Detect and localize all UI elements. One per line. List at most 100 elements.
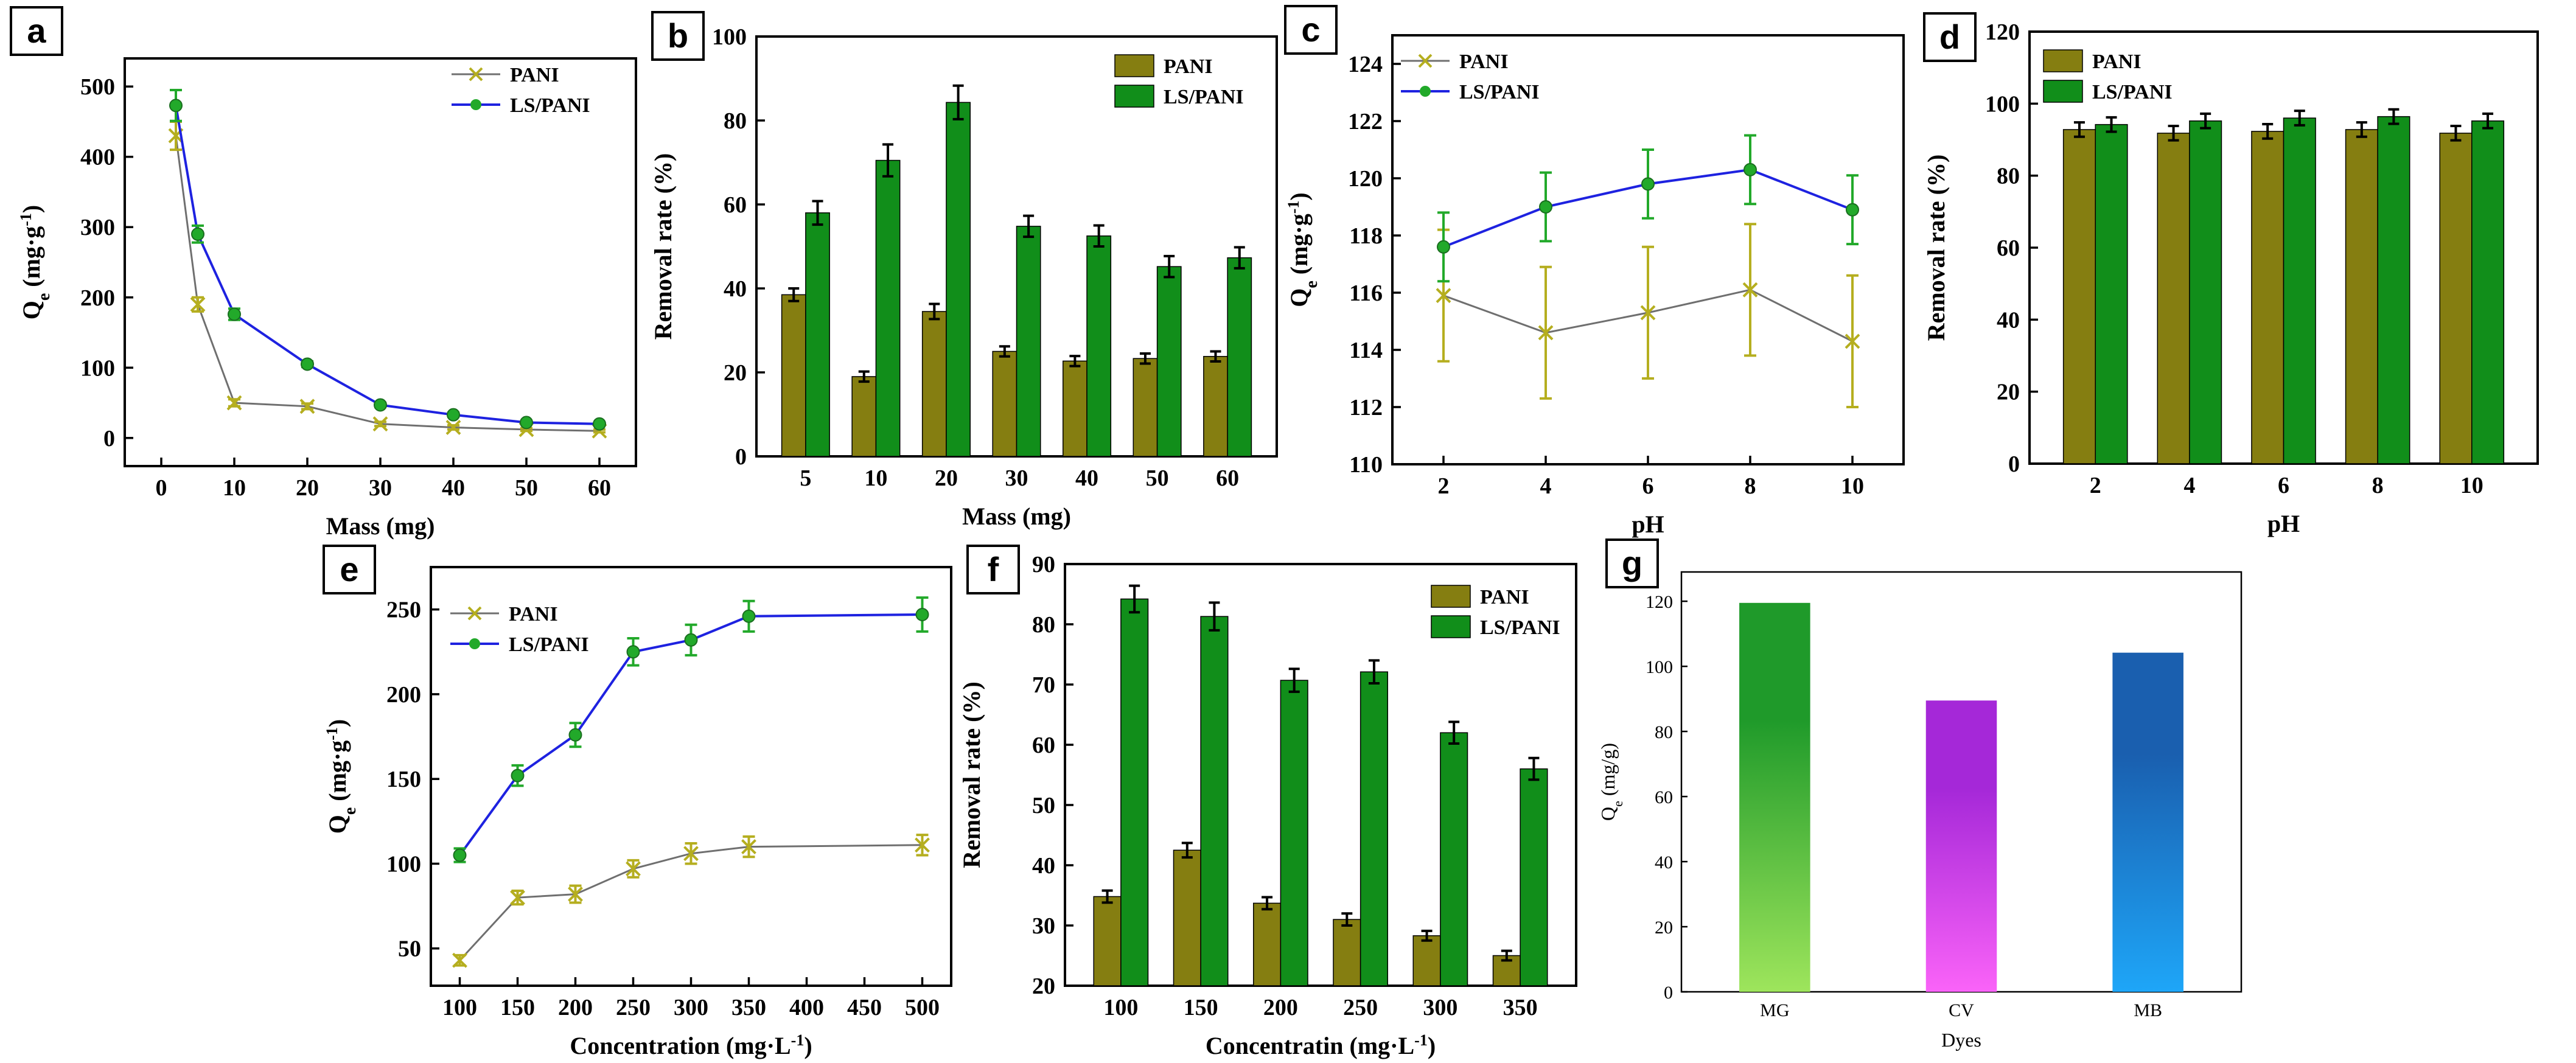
panel-c-pani-point [1845, 333, 1860, 349]
panel-a-legend-label: PANI [510, 64, 559, 86]
panel-g-y-tick-label: 100 [1646, 657, 1673, 677]
panel-e-legend-marker [467, 606, 482, 621]
panel-d-bar-pani [2439, 133, 2473, 464]
panel-f-bar-lspani [1200, 616, 1229, 986]
panel-e-x-tick-label: 350 [731, 995, 766, 1020]
panel-b-bar-lspani [1016, 226, 1041, 457]
panel-c-legend-marker [1420, 86, 1431, 97]
panel-c-y-tick-label: 116 [1349, 281, 1383, 306]
panel-f-bar-pani [1173, 849, 1201, 986]
panel-c-y-tick-label: 120 [1348, 166, 1383, 192]
panel-c-legend-marker [1418, 54, 1433, 68]
panel-b-x-tick-label: 60 [1216, 465, 1239, 491]
panel-e-legend-label: LS/PANI [509, 633, 589, 656]
panel-b-bar-lspani [1086, 235, 1112, 457]
panel-f-x-tick-label: 100 [1103, 995, 1138, 1020]
panel-d-y-tick-label: 60 [1997, 235, 2020, 261]
panel-a-x-tick-label: 50 [515, 475, 538, 501]
panel-c-x-axis-title: pH [1632, 511, 1664, 538]
panel-a-y-tick-label: 100 [80, 355, 115, 381]
panel-a-y-tick-label: 0 [103, 426, 115, 451]
panel-d-x-tick-label: 4 [2183, 473, 2195, 498]
panel-f-bar-pani [1333, 919, 1361, 986]
panel-b-x-tick-label: 30 [1005, 465, 1028, 491]
panel-e-lspani-point [915, 607, 929, 621]
panel-b-x-tick-label: 40 [1075, 465, 1098, 491]
panel-b-y-tick-label: 60 [724, 192, 747, 218]
panel-c-pani-point [1742, 282, 1758, 298]
panel-e-pani-point [683, 846, 699, 862]
panel-c-x-tick-label: 4 [1540, 473, 1552, 499]
panel-g-bar-cv [1925, 700, 1997, 992]
panel-d-y-tick-label: 40 [1997, 307, 2020, 333]
panel-d-legend-swatch [2043, 80, 2083, 103]
panel-d-x-tick-label: 2 [2090, 473, 2101, 498]
panel-f-y-tick-label: 80 [1032, 612, 1055, 638]
panel-e-legend-marker [469, 638, 480, 649]
panel-b-bar-lspani [875, 159, 901, 457]
panel-e-pani-point [915, 837, 930, 853]
panel-g-y-tick-label: 20 [1655, 918, 1673, 938]
panel-f-label-box [966, 545, 1020, 594]
panel-b-y-tick-label: 100 [712, 24, 747, 50]
panel-g-bar-mg [1739, 602, 1810, 992]
panel-b-bar-pani [1203, 356, 1228, 457]
panel-d-y-tick-label: 120 [1985, 19, 2020, 45]
panel-b-bar-pani [1133, 358, 1158, 457]
panel-g-label: g [1622, 544, 1642, 582]
panel-c-y-tick-label: 112 [1349, 395, 1383, 420]
panel-f-bar-pani [1253, 902, 1282, 986]
panel-g-y-tick-label: 40 [1655, 852, 1673, 873]
panel-f-bar-lspani [1440, 732, 1468, 986]
panel-c: c 2 4 6 8 10 110 112 114 116 118 120 122 124 PANI LS/P… [1284, 5, 1905, 538]
panel-d-bar-pani [2251, 131, 2285, 464]
panel-b-x-tick-label: 5 [800, 465, 811, 491]
panel-f-x-tick-label: 250 [1343, 995, 1378, 1020]
panel-a-lspani-point [447, 408, 460, 422]
panel-c-pani-point [1640, 305, 1656, 321]
panel-b-bar-pani [851, 376, 877, 457]
panel-f-bar-lspani [1360, 671, 1388, 986]
panel-c-lspani-point [1437, 240, 1450, 254]
panel-a-pani-point [372, 416, 388, 432]
panel-d-bar-lspani [2095, 124, 2128, 464]
panel-b-legend-swatch [1114, 54, 1154, 77]
panel-g-y-tick-label: 0 [1664, 983, 1673, 1003]
panel-e-lspani-point [568, 728, 582, 742]
panel-c-y-tick-label: 114 [1349, 338, 1383, 363]
panel-e-x-tick-label: 500 [905, 995, 940, 1020]
panel-a-x-tick-label: 20 [296, 475, 319, 501]
panel-c-y-tick-label: 110 [1349, 452, 1383, 478]
panel-f-y-tick-label: 50 [1032, 793, 1055, 818]
panel-e: e 100 150 200 250 300 350 400 450 500 50 100 150 200… [323, 545, 952, 1059]
panel-e-x-tick-label: 200 [558, 995, 593, 1020]
panel-a-series-lspani-line [175, 105, 600, 425]
panel-b-y-axis-title: Removal rate (%) [649, 153, 677, 340]
panel-g-y-tick-label: 60 [1655, 787, 1673, 807]
panel-b-bar-lspani [946, 102, 971, 457]
panel-f-plot-area [1064, 563, 1577, 987]
panel-a-pani-point [190, 296, 206, 312]
panel-f-y-tick-label: 60 [1032, 733, 1055, 758]
panel-b-x-tick-label: 50 [1146, 465, 1169, 491]
panel-a-x-axis-title: Mass (mg) [326, 512, 435, 540]
panel-a-lspani-point [301, 357, 314, 371]
panel-f-legend-label: LS/PANI [1480, 616, 1560, 639]
panel-b-bar-pani [921, 311, 947, 457]
panel-d-legend-label: PANI [2092, 51, 2141, 73]
panel-d-bar-lspani [2189, 120, 2222, 464]
panel-d-bar-pani [2345, 129, 2378, 464]
panel-f-bar-lspani [1120, 598, 1149, 986]
panel-e-lspani-point [453, 848, 467, 862]
panel-d-y-tick-label: 80 [1997, 164, 2020, 189]
panel-f-bar-lspani [1280, 680, 1308, 986]
panel-c-lspani-point [1539, 200, 1552, 214]
panel-b-y-tick-label: 40 [724, 276, 747, 302]
panel-f-x-tick-label: 150 [1184, 995, 1218, 1020]
panel-c-lspani-point [1846, 203, 1859, 217]
panel-b-bar-pani [992, 350, 1017, 457]
panel-e-x-tick-label: 100 [442, 995, 477, 1020]
panel-e-y-tick-label: 200 [386, 682, 421, 708]
panel-d-x-tick-label: 8 [2372, 473, 2384, 498]
panel-a-x-tick-label: 0 [156, 475, 167, 501]
